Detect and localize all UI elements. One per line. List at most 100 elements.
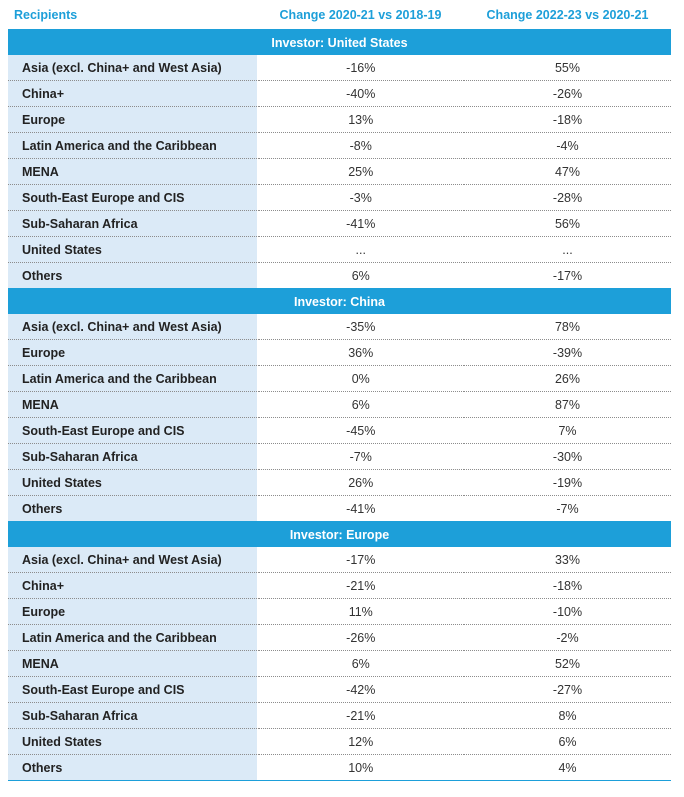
header-change-2020-21: Change 2020-21 vs 2018-19 [257,0,464,30]
change-2020-21-value: -21% [257,702,464,729]
section-title: Investor: Europe [8,521,671,547]
change-2020-21-value: 10% [257,754,464,781]
table-row: South-East Europe and CIS -3% -28% [8,184,671,211]
recipient-name: Others [8,495,258,522]
change-2020-21-value: -17% [257,547,464,573]
recipient-name: Sub-Saharan Africa [8,443,258,470]
table-row: Others -41% -7% [8,495,671,522]
recipient-name: MENA [8,158,258,185]
change-2020-21-value: -8% [257,132,464,159]
recipient-name: Latin America and the Caribbean [8,132,258,159]
change-2020-21-value: 6% [257,650,464,677]
table-body: Investor: United States Asia (excl. China… [8,29,671,781]
recipient-name: South-East Europe and CIS [8,184,258,211]
change-2020-21-value: -41% [257,495,464,522]
recipient-name: Others [8,754,258,781]
recipient-name: Latin America and the Caribbean [8,624,258,651]
recipient-name: United States [8,236,258,263]
recipient-name: MENA [8,650,258,677]
change-2022-23-value: -39% [464,339,671,366]
table-row: South-East Europe and CIS -42% -27% [8,676,671,703]
table-row: MENA 6% 87% [8,391,671,418]
change-2022-23-value: 78% [464,314,671,340]
change-2020-21-value: 12% [257,728,464,755]
change-2022-23-value: 7% [464,417,671,444]
change-2020-21-value: ... [257,236,464,263]
change-2022-23-value: 33% [464,547,671,573]
section-header: Investor: China [8,288,671,314]
section-header: Investor: Europe [8,521,671,547]
change-2022-23-value: -18% [464,106,671,133]
change-2020-21-value: -21% [257,572,464,599]
change-2022-23-value: -27% [464,676,671,703]
table-row: MENA 25% 47% [8,158,671,185]
change-2022-23-value: 8% [464,702,671,729]
change-2022-23-value: 55% [464,55,671,81]
table-row: South-East Europe and CIS -45% 7% [8,417,671,444]
change-2020-21-value: 25% [257,158,464,185]
table-row: Europe 36% -39% [8,339,671,366]
change-2020-21-value: 13% [257,106,464,133]
table-row: United States 12% 6% [8,728,671,755]
change-2020-21-value: 0% [257,365,464,392]
table-row: Sub-Saharan Africa -41% 56% [8,210,671,237]
header-row: Recipients Change 2020-21 vs 2018-19 Cha… [8,0,671,30]
change-2020-21-value: 6% [257,262,464,289]
recipient-name: China+ [8,80,258,107]
recipient-name: Sub-Saharan Africa [8,702,258,729]
recipient-name: Asia (excl. China+ and West Asia) [8,55,258,81]
change-2020-21-value: -16% [257,55,464,81]
header-change-2022-23: Change 2022-23 vs 2020-21 [464,0,671,30]
recipient-name: South-East Europe and CIS [8,676,258,703]
table-row: Asia (excl. China+ and West Asia) -17% 33% [8,547,671,573]
table-row: Europe 13% -18% [8,106,671,133]
recipient-name: China+ [8,572,258,599]
recipient-name: Europe [8,106,258,133]
change-2022-23-value: 52% [464,650,671,677]
change-2020-21-value: -35% [257,314,464,340]
table-row: Asia (excl. China+ and West Asia) -16% 55% [8,55,671,81]
table-row: Europe 11% -10% [8,598,671,625]
section-title: Investor: China [8,288,671,314]
change-2022-23-value: -19% [464,469,671,496]
table-row: Others 10% 4% [8,754,671,781]
change-2020-21-value: -40% [257,80,464,107]
recipient-name: Sub-Saharan Africa [8,210,258,237]
recipient-name: Asia (excl. China+ and West Asia) [8,547,258,573]
table-row: Sub-Saharan Africa -7% -30% [8,443,671,470]
change-2020-21-value: -3% [257,184,464,211]
recipient-name: Others [8,262,258,289]
table-row: Latin America and the Caribbean -8% -4% [8,132,671,159]
change-2022-23-value: 26% [464,365,671,392]
change-2020-21-value: 36% [257,339,464,366]
change-2020-21-value: -26% [257,624,464,651]
recipient-name: MENA [8,391,258,418]
table-row: Others 6% -17% [8,262,671,289]
table-row: MENA 6% 52% [8,650,671,677]
recipient-name: Latin America and the Caribbean [8,365,258,392]
change-2022-23-value: -10% [464,598,671,625]
change-2020-21-value: -45% [257,417,464,444]
change-2020-21-value: 6% [257,391,464,418]
table-row: Latin America and the Caribbean 0% 26% [8,365,671,392]
change-2022-23-value: -30% [464,443,671,470]
table-row: Sub-Saharan Africa -21% 8% [8,702,671,729]
change-2022-23-value: -2% [464,624,671,651]
section-header: Investor: United States [8,29,671,55]
change-2022-23-value: 4% [464,754,671,781]
change-2022-23-value: -18% [464,572,671,599]
change-2022-23-value: -17% [464,262,671,289]
change-2022-23-value: ... [464,236,671,263]
table-row: Latin America and the Caribbean -26% -2% [8,624,671,651]
recipient-name: United States [8,469,258,496]
fdi-change-table: Recipients Change 2020-21 vs 2018-19 Cha… [8,0,671,781]
change-2022-23-value: -28% [464,184,671,211]
table-row: Asia (excl. China+ and West Asia) -35% 78% [8,314,671,340]
table-row: China+ -21% -18% [8,572,671,599]
change-2020-21-value: -7% [257,443,464,470]
section-title: Investor: United States [8,29,671,55]
table-row: China+ -40% -26% [8,80,671,107]
change-2022-23-value: 47% [464,158,671,185]
recipient-name: United States [8,728,258,755]
